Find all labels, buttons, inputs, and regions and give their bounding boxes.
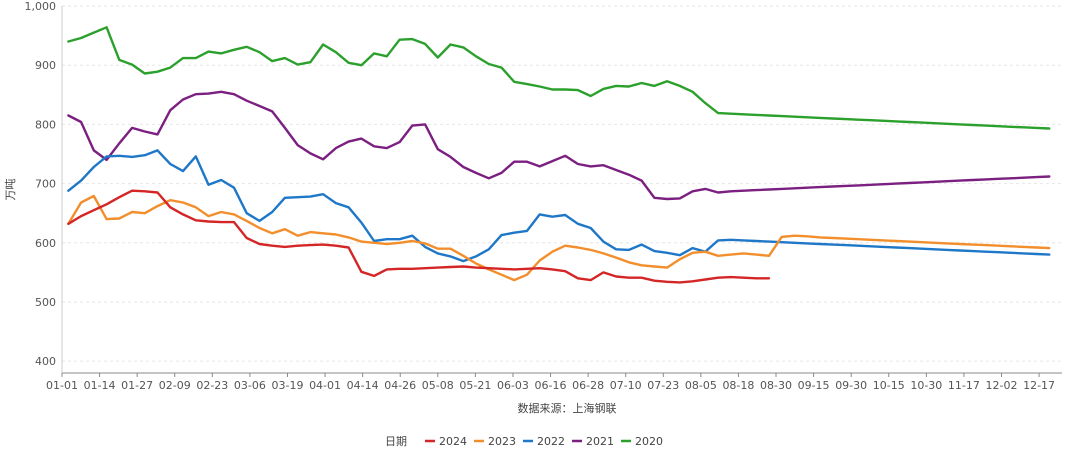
x-tick-label: 11-17 <box>948 379 980 392</box>
x-tick-label: 06-28 <box>572 379 604 392</box>
legend-item-2020[interactable]: 2020 <box>621 435 663 448</box>
series-line-2023[interactable] <box>67 194 1051 282</box>
gridlines <box>62 5 1062 362</box>
x-tick-label: 08-30 <box>760 379 792 392</box>
x-tick-label: 04-14 <box>347 379 379 392</box>
legend-label: 2022 <box>537 435 565 448</box>
legend-item-2023[interactable]: 2023 <box>474 435 516 448</box>
x-tick-label: 01-14 <box>84 379 116 392</box>
x-tick-label: 03-06 <box>234 379 266 392</box>
series-lines <box>67 26 1051 284</box>
legend[interactable]: 日期 2024 2023 2022 2021 2020 <box>385 435 663 448</box>
x-tick-label: 09-15 <box>798 379 830 392</box>
x-tick-label: 10-15 <box>873 379 905 392</box>
legend-label: 2024 <box>439 435 467 448</box>
x-tick-label: 08-05 <box>685 379 717 392</box>
y-tick-label: 400 <box>35 355 56 368</box>
legend-title: 日期 <box>385 435 407 448</box>
x-tick-label: 01-01 <box>46 379 78 392</box>
x-tick-label: 10-30 <box>910 379 942 392</box>
x-tick-label: 07-23 <box>647 379 679 392</box>
x-tick-label: 12-17 <box>1023 379 1055 392</box>
x-tick-label: 12-02 <box>986 379 1018 392</box>
legend-label: 2020 <box>635 435 663 448</box>
x-tick-label: 05-08 <box>422 379 454 392</box>
y-tick-label: 800 <box>35 118 56 131</box>
y-tick-labels: 400 500 600 700 800 900 1,000 <box>25 0 57 368</box>
x-axis-title: 数据来源：上海钢联 <box>518 401 617 415</box>
x-tick-label: 01-27 <box>121 379 153 392</box>
x-tick-label: 02-23 <box>196 379 228 392</box>
x-tick-label: 06-03 <box>497 379 529 392</box>
y-tick-label: 600 <box>35 237 56 250</box>
y-tick-label: 500 <box>35 296 56 309</box>
x-tick-labels: 01-01 01-14 01-27 02-09 02-23 03-06 03-19 04-01… <box>46 373 1055 392</box>
legend-item-2024[interactable]: 2024 <box>425 435 467 448</box>
x-tick-label: 02-09 <box>159 379 191 392</box>
series-line-2021[interactable] <box>67 90 1051 201</box>
x-tick-label: 09-30 <box>835 379 867 392</box>
y-tick-label: 1,000 <box>25 0 57 13</box>
y-tick-label: 900 <box>35 59 56 72</box>
axes <box>61 6 1062 374</box>
series-line-2022[interactable] <box>67 149 1051 263</box>
y-tick-label: 700 <box>35 178 56 191</box>
y-axis-title: 万吨 <box>4 179 17 201</box>
legend-item-2021[interactable]: 2021 <box>572 435 614 448</box>
x-tick-label: 04-01 <box>309 379 341 392</box>
x-tick-label: 04-26 <box>384 379 416 392</box>
x-tick-label: 03-19 <box>271 379 303 392</box>
x-tick-label: 07-10 <box>610 379 642 392</box>
legend-label: 2023 <box>488 435 516 448</box>
legend-item-2022[interactable]: 2022 <box>523 435 565 448</box>
x-tick-label: 08-18 <box>722 379 754 392</box>
legend-label: 2021 <box>586 435 614 448</box>
series-line-2024[interactable] <box>67 189 771 284</box>
x-tick-label: 05-21 <box>459 379 491 392</box>
series-line-2020[interactable] <box>67 26 1051 130</box>
x-tick-label: 06-16 <box>535 379 567 392</box>
